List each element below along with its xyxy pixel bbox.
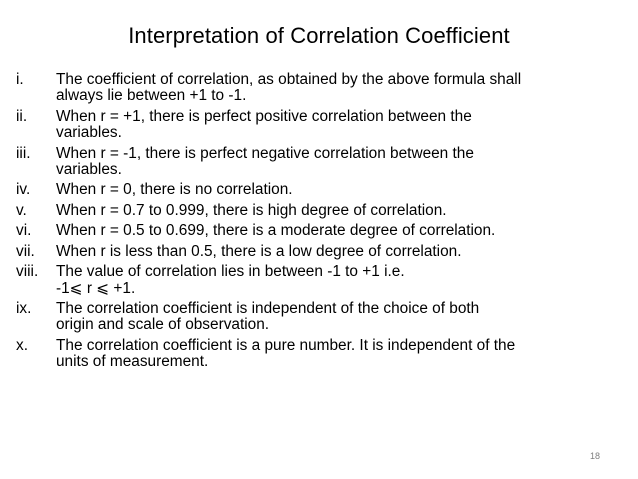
list-item-text-line: units of measurement. <box>56 353 209 371</box>
list-item-number: x. <box>16 336 28 354</box>
page-number: 18 <box>589 451 600 461</box>
list-item: x. The correlation coefficient is a pure … <box>16 336 626 371</box>
numbered-list: i. The coefficient of correlation, as obt… <box>16 71 626 375</box>
list-item: vii. When r is less than 0.5, there is a … <box>16 242 626 260</box>
list-item-number: i. <box>16 71 24 88</box>
list-item-text-line: When r = 0.7 to 0.999, there is high deg… <box>56 201 447 219</box>
list-item-number: vii. <box>16 242 35 260</box>
list-item-text-line: The correlation coefficient is independe… <box>56 300 480 318</box>
list-item: i. The coefficient of correlation, as obt… <box>16 71 626 105</box>
list-item-number: vi. <box>16 222 32 240</box>
list-item-text-line: origin and scale of observation. <box>56 316 270 334</box>
list-item-text-line: The coefficient of correlation, as obtai… <box>56 71 522 88</box>
list-item-text-line: When r is less than 0.5, there is a low … <box>56 242 462 260</box>
list-item-text-line: -1⩽ r ⩽ +1. <box>56 279 136 297</box>
list-item: ii. When r = +1, there is perfect positiv… <box>16 107 626 142</box>
list-item: v. When r = 0.7 to 0.999, there is high d… <box>16 201 626 219</box>
list-item-text-line: The value of correlation lies in between… <box>56 263 405 281</box>
slide-title: Interpretation of Correlation Coefficien… <box>128 23 510 48</box>
list-item-text-line: When r = +1, there is perfect positive c… <box>56 107 472 125</box>
list-item: iii. When r = -1, there is perfect negati… <box>16 144 626 179</box>
list-item-text-line: When r = -1, there is perfect negative c… <box>56 144 474 162</box>
list-item-number: iv. <box>16 181 31 199</box>
list-item-number: iii. <box>16 144 31 162</box>
list-item-text-line: When r = 0, there is no correlation. <box>56 181 293 199</box>
list-item-text-line: When r = 0.5 to 0.699, there is a modera… <box>56 222 496 240</box>
list-item-text-line: variables. <box>56 160 122 178</box>
list-item: iv. When r = 0, there is no correlation. <box>16 181 626 199</box>
list-item-number: ix. <box>16 300 32 318</box>
list-item-number: viii. <box>16 263 39 281</box>
list-item-text-line: The correlation coefficient is a pure nu… <box>56 336 516 354</box>
list-item: vi. When r = 0.5 to 0.699, there is a mod… <box>16 222 626 240</box>
list-item-text-line: variables. <box>56 124 122 142</box>
list-item-number: v. <box>16 201 27 219</box>
list-item-number: ii. <box>16 107 28 125</box>
list-item-text-line: always lie between +1 to -1. <box>56 87 247 105</box>
list-item: viii. The value of correlation lies in be… <box>16 263 626 297</box>
list-item: ix. The correlation coefficient is indepe… <box>16 300 626 334</box>
